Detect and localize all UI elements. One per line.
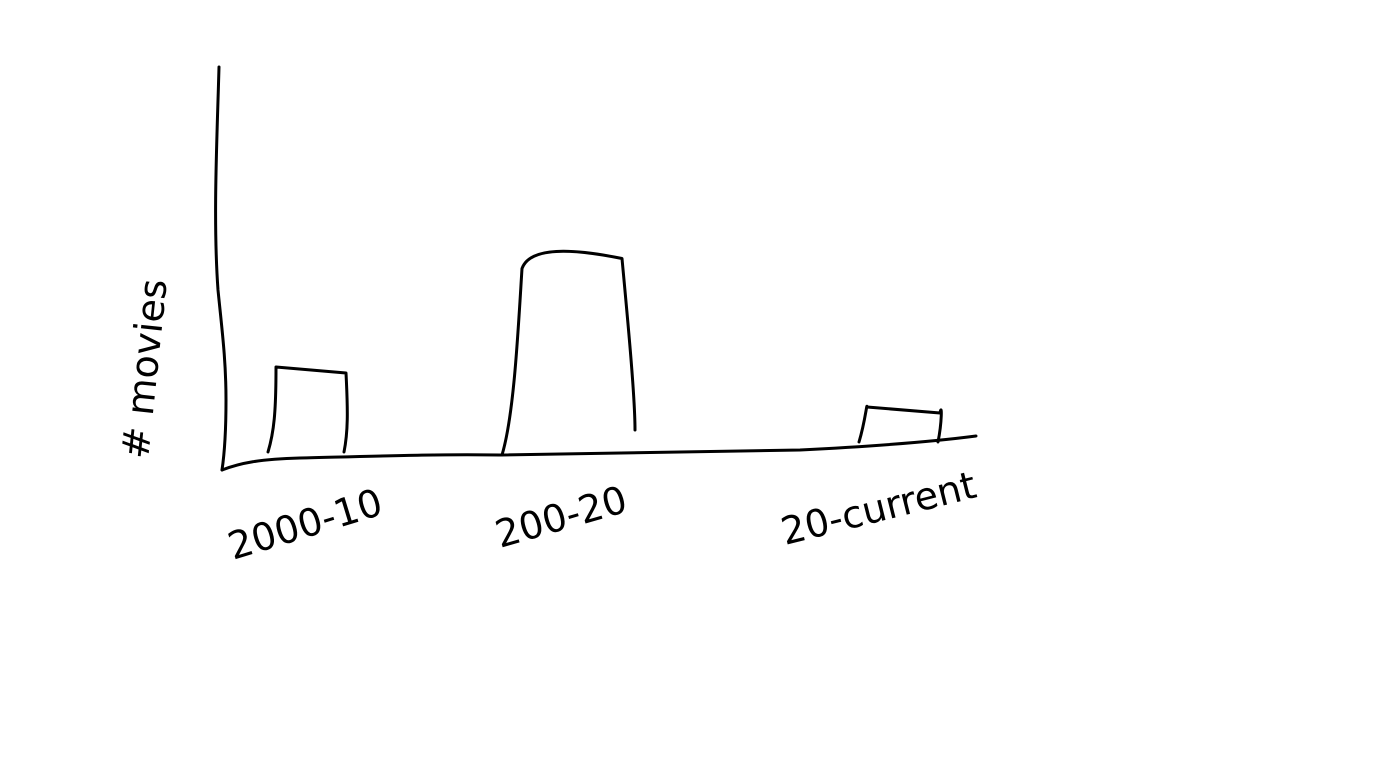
bar-200-20	[500, 249, 637, 457]
y-axis-line	[214, 65, 228, 472]
x-tick-label: 200-20	[490, 477, 632, 556]
bar-2000-10	[266, 365, 349, 454]
tick-labels-group: 2000-10 200-20 20-current	[223, 463, 981, 569]
bar-20-current	[857, 404, 943, 444]
x-tick-label: 20-current	[777, 463, 981, 554]
x-tick-label: 2000-10	[223, 480, 388, 569]
y-axis-title: # movies	[113, 277, 176, 461]
bars-group	[266, 249, 943, 457]
x-axis-line	[220, 434, 978, 472]
